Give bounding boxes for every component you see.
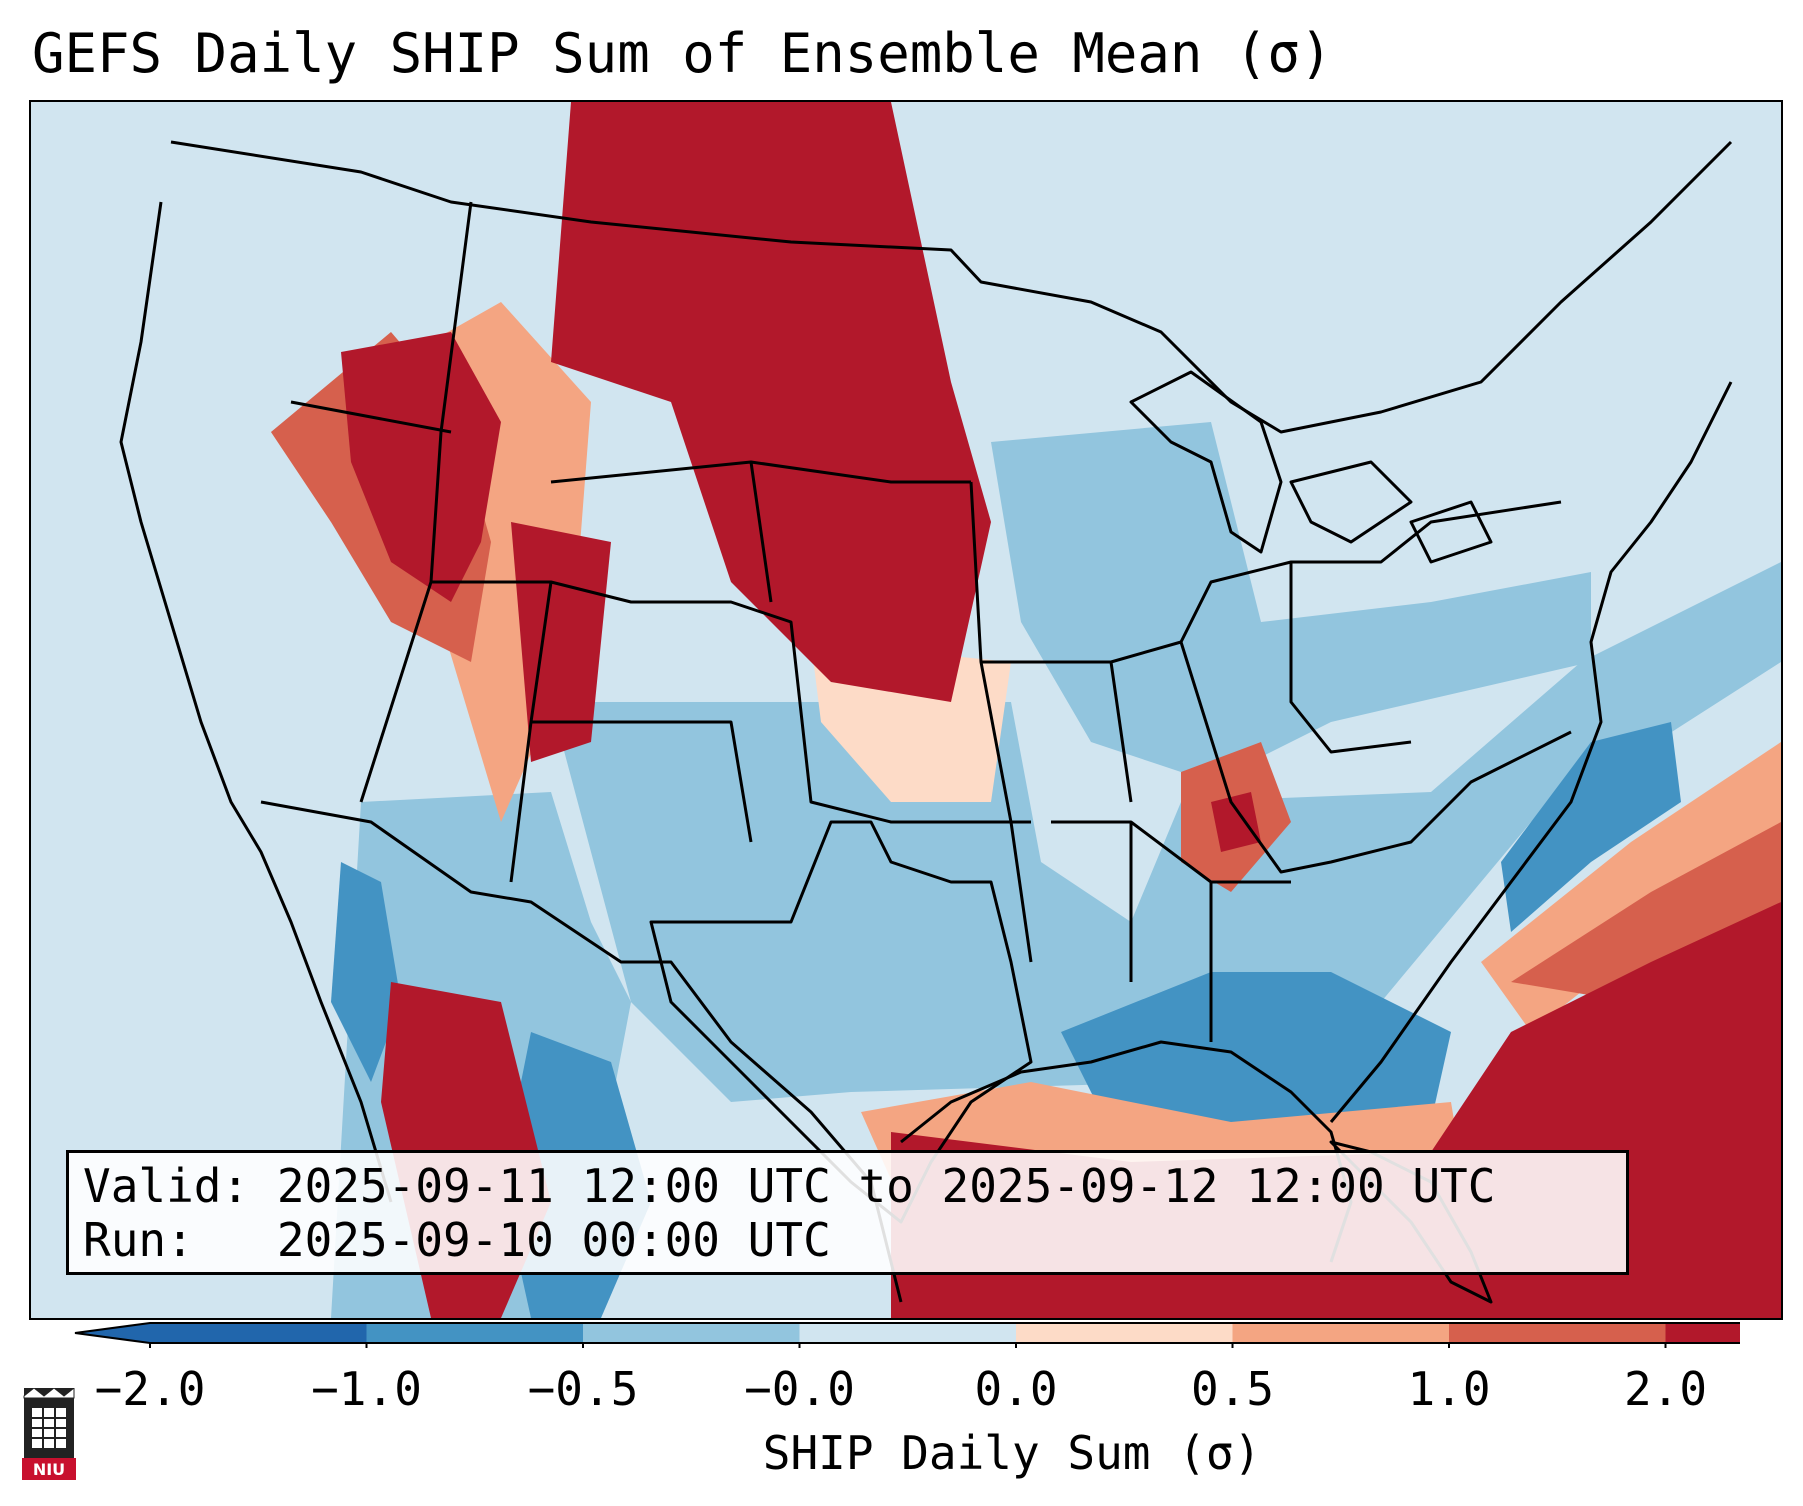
colorbar-tick-label: −2.0 <box>95 1362 206 1416</box>
colorbar-segment <box>150 1323 367 1343</box>
colorbar-segment <box>800 1323 1017 1343</box>
validity-info-box: Valid: 2025-09-11 12:00 UTC to 2025-09-1… <box>66 1150 1629 1275</box>
colorbar-segment <box>1233 1323 1450 1343</box>
colorbar-tick-label: 0.5 <box>1191 1362 1274 1416</box>
colorbar-tick-label: 2.0 <box>1624 1362 1707 1416</box>
run-label: Run: <box>83 1213 194 1267</box>
colorbar-tick-label: −1.0 <box>311 1362 422 1416</box>
logo-text: NIU <box>33 1460 65 1479</box>
colorbar-segment <box>1016 1323 1233 1343</box>
colorbar-segment <box>367 1323 584 1343</box>
valid-label: Valid: <box>83 1159 249 1213</box>
colorbar-title: SHIP Daily Sum (σ) <box>763 1426 1262 1480</box>
colorbar-tick-label: −0.5 <box>528 1362 639 1416</box>
colorbar-segment <box>583 1323 800 1343</box>
colorbar-tick-label: 1.0 <box>1407 1362 1490 1416</box>
map-title: GEFS Daily SHIP Sum of Ensemble Mean (σ) <box>32 22 1332 86</box>
colorbar-segment <box>1666 1323 1741 1343</box>
colorbar-segment <box>1449 1323 1666 1343</box>
run-value: 2025-09-10 00:00 UTC <box>277 1213 831 1267</box>
colorbar-tick-label: −0.0 <box>744 1362 855 1416</box>
colorbar-tick-label: 0.0 <box>974 1362 1057 1416</box>
valid-value: 2025-09-11 12:00 UTC to 2025-09-12 12:00… <box>277 1159 1496 1213</box>
colorbar-extend-low <box>75 1323 150 1343</box>
niu-logo: NIU <box>20 1388 78 1482</box>
map-panel <box>29 100 1783 1320</box>
colorbar <box>70 1318 1740 1348</box>
